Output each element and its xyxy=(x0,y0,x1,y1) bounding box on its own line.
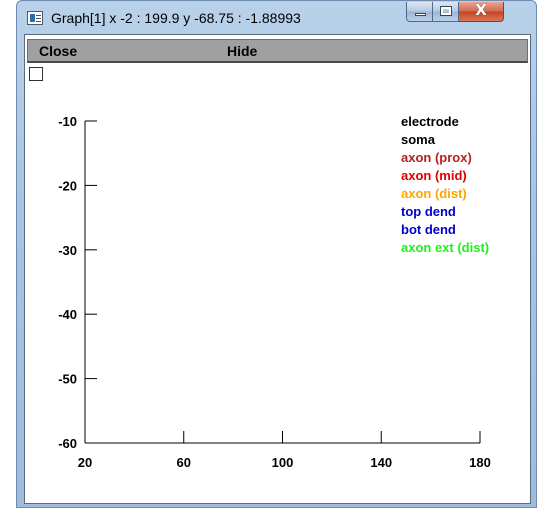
x-tick-label: 180 xyxy=(469,455,491,470)
legend-entry: axon (prox) xyxy=(401,150,472,165)
y-tick-label: -20 xyxy=(58,178,77,193)
legend-entry: soma xyxy=(401,132,436,147)
title-bar[interactable]: Graph[1] x -2 : 199.9 y -68.75 : -1.8899… xyxy=(17,1,536,35)
window-title: Graph[1] x -2 : 199.9 y -68.75 : -1.8899… xyxy=(51,10,301,26)
y-tick-label: -50 xyxy=(58,372,77,387)
maximize-button[interactable] xyxy=(433,2,459,22)
minimize-button[interactable] xyxy=(406,2,433,22)
legend-entry: axon ext (dist) xyxy=(401,240,489,255)
maximize-icon xyxy=(440,6,452,16)
graph-app-icon[interactable] xyxy=(27,11,43,25)
y-tick-label: -30 xyxy=(58,243,77,258)
legend-entry: axon (mid) xyxy=(401,168,467,183)
legend-entry: electrode xyxy=(401,114,459,129)
legend-entry: top dend xyxy=(401,204,456,219)
graph-window: Graph[1] x -2 : 199.9 y -68.75 : -1.8899… xyxy=(16,0,537,508)
legend-entry: bot dend xyxy=(401,222,456,237)
x-tick-label: 60 xyxy=(177,455,191,470)
close-window-button[interactable]: X xyxy=(459,2,504,22)
minimize-icon xyxy=(415,13,426,16)
x-tick-label: 140 xyxy=(370,455,392,470)
y-tick-label: -60 xyxy=(58,436,77,451)
x-tick-label: 20 xyxy=(78,455,92,470)
graph-client-area: Close Hide -10 -20 -30 -40 -50 -60 20 60 100 140 1… xyxy=(24,34,531,504)
x-tick-label: 100 xyxy=(272,455,294,470)
legend: electrode soma axon (prox) axon (mid) axon (… xyxy=(401,114,489,255)
y-tick-label: -10 xyxy=(58,114,77,129)
legend-entry: axon (dist) xyxy=(401,186,467,201)
close-icon: X xyxy=(459,1,503,19)
y-tick-label: -40 xyxy=(58,307,77,322)
